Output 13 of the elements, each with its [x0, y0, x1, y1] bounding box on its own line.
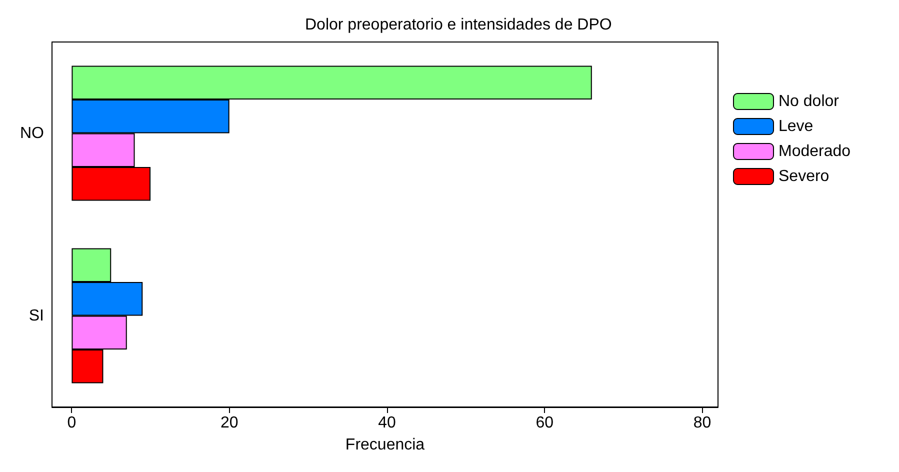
x-axis-title: Frecuencia — [345, 436, 425, 454]
y-tick-label: NO — [20, 124, 44, 142]
chart-title: Dolor preoperatorio e intensidades de DPO — [305, 16, 612, 34]
x-tick-label: 0 — [67, 414, 76, 432]
legend-label: Leve — [778, 118, 814, 135]
x-tick-label: 60 — [536, 414, 554, 432]
x-tick-label: 80 — [693, 414, 712, 432]
legend-label: Severo — [778, 168, 830, 185]
y-tick-label: SI — [28, 307, 44, 324]
legend-label: Moderado — [778, 143, 851, 160]
x-tick-label: 40 — [378, 414, 396, 432]
x-tick-label: 20 — [220, 414, 238, 432]
legend-label: No dolor — [778, 93, 840, 110]
